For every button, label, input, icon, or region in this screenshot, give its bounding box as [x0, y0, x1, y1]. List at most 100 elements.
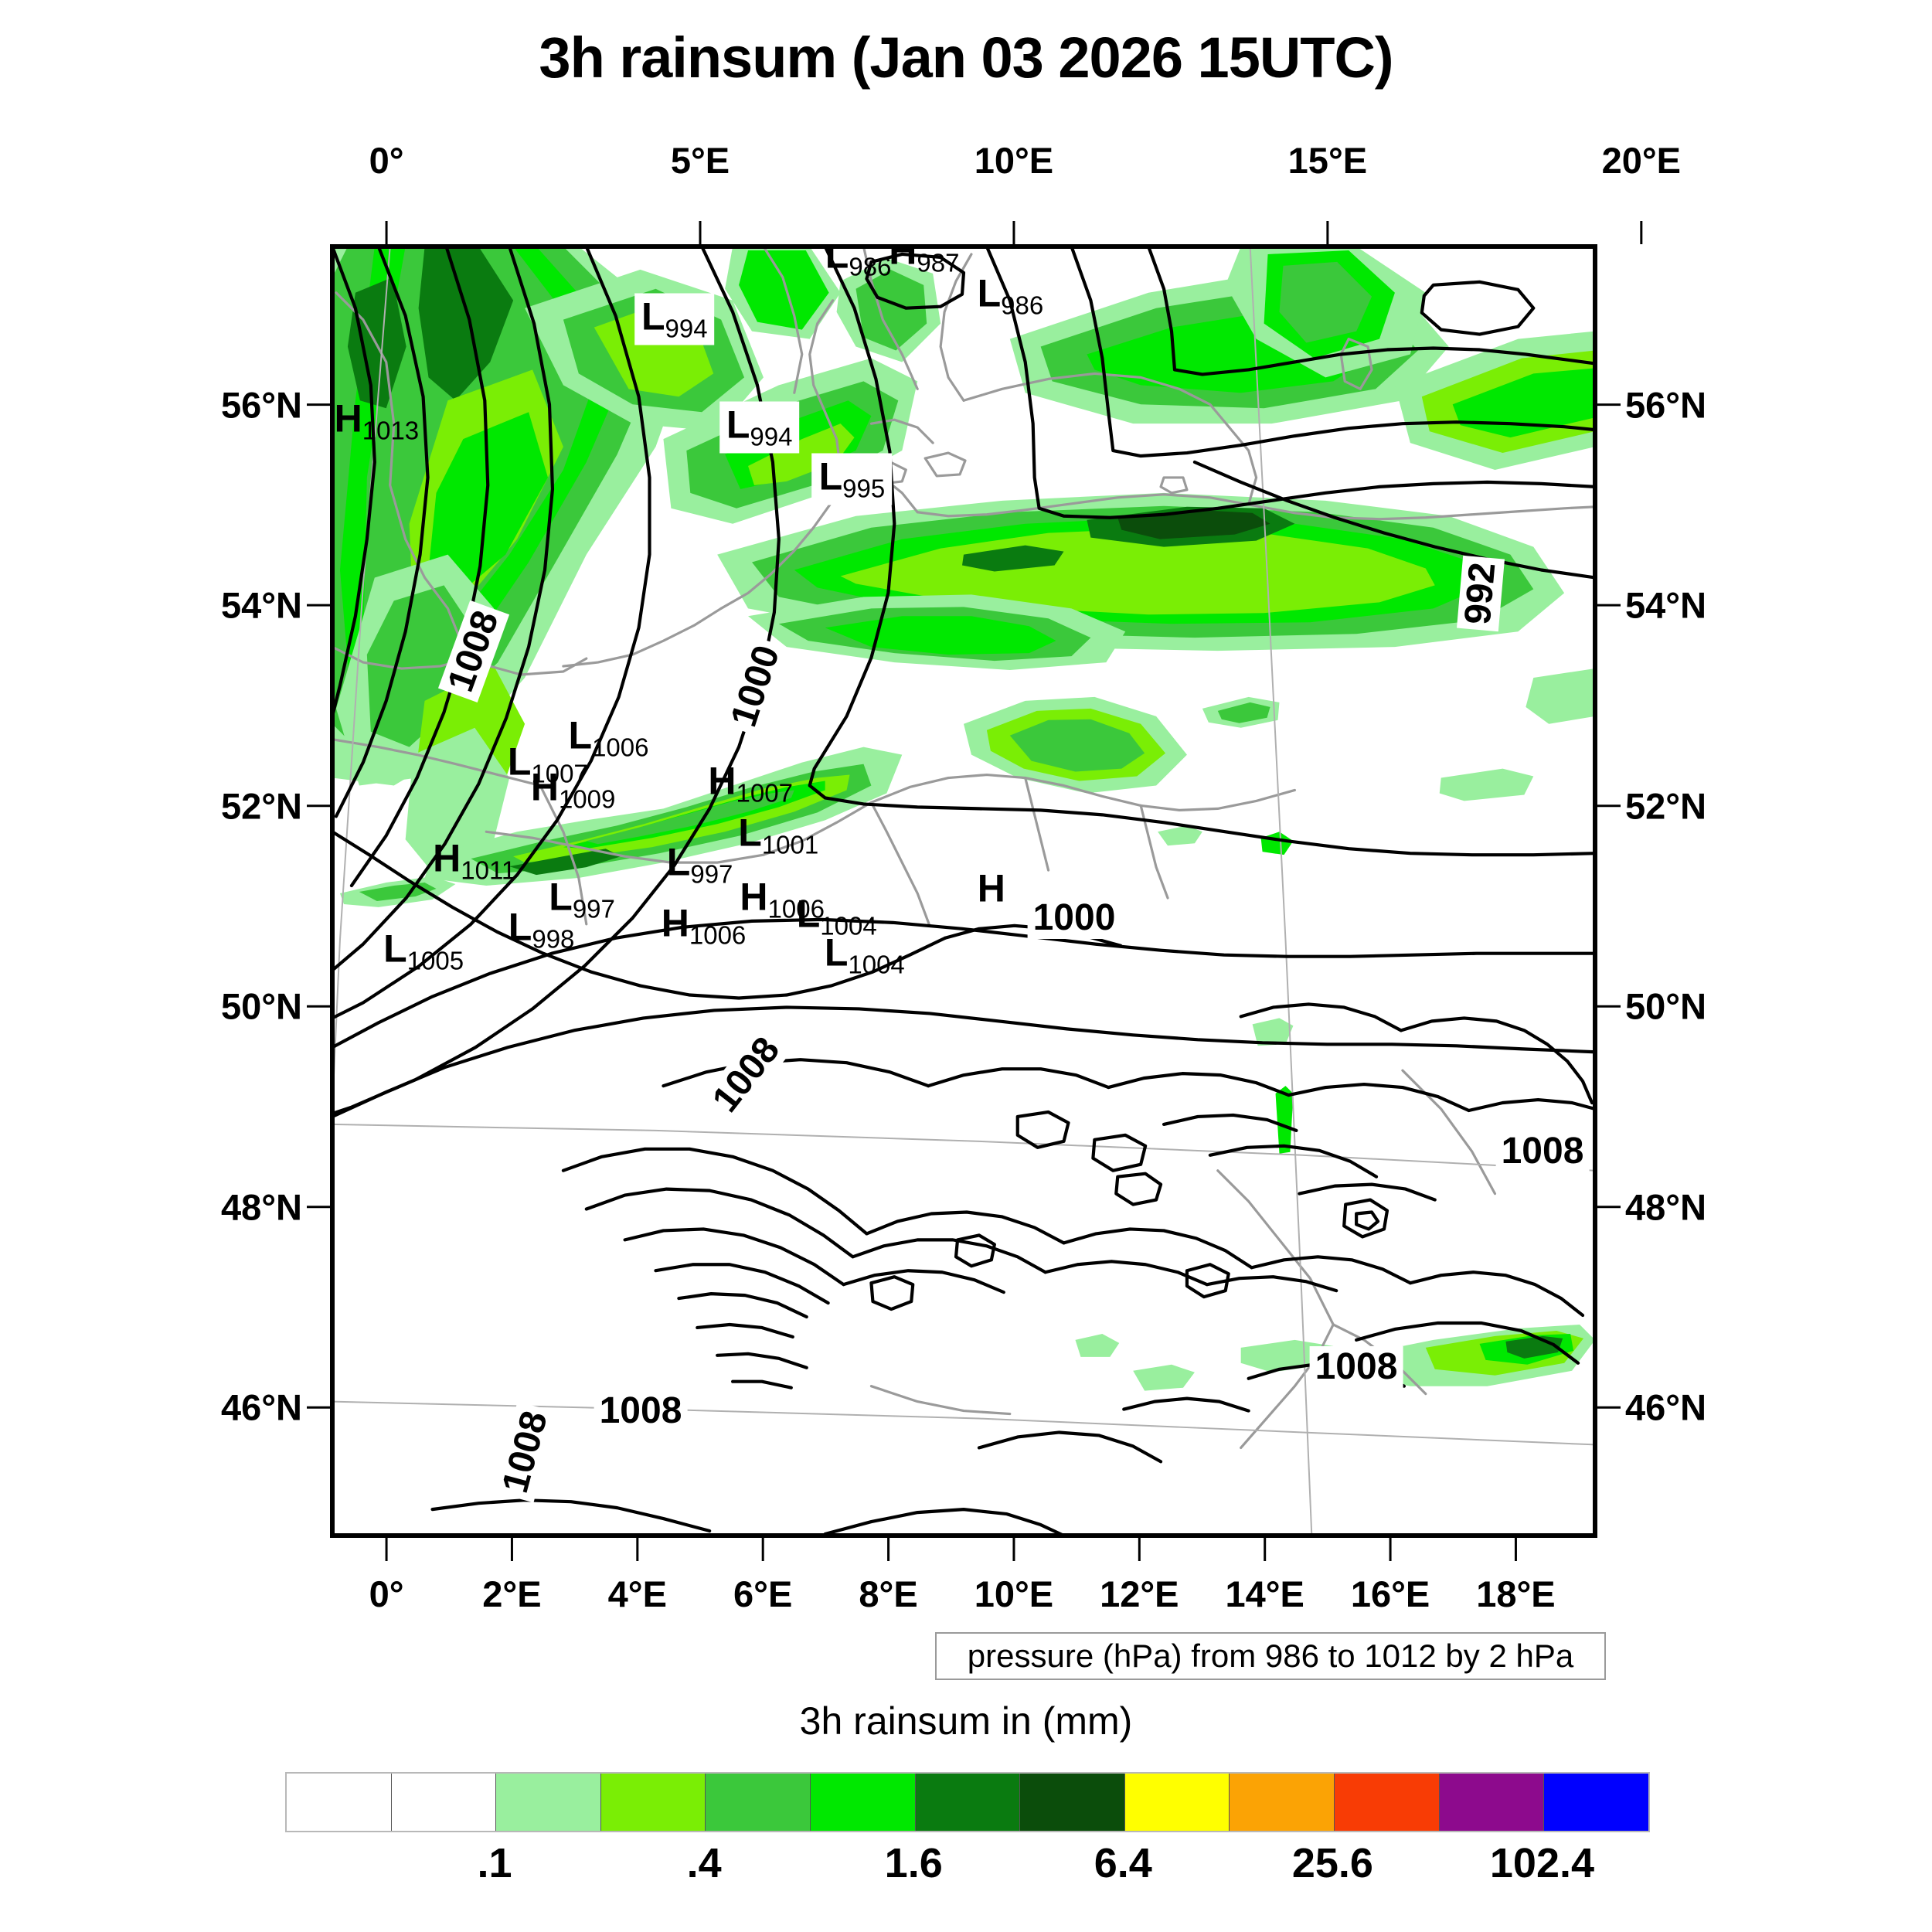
- pressure-marker-type: L: [383, 927, 407, 971]
- pressure-marker-type: H: [889, 244, 917, 273]
- pressure-marker-low-8: L1007: [508, 742, 588, 786]
- pressure-marker-value: 994: [750, 422, 793, 451]
- pressure-marker-type: L: [549, 875, 573, 919]
- axis-tick-top-1: 5°E: [670, 140, 730, 181]
- colorbar-tick-labels: .1 .4 1.6 6.4 25.6 102.4: [285, 1839, 1647, 1893]
- axis-tick-bottom-5: 10°E: [974, 1573, 1054, 1614]
- pressure-marker-type: H: [661, 901, 689, 945]
- pressure-marker-low-19: L1004: [797, 895, 877, 939]
- colorbar-cell-1: [391, 1774, 497, 1831]
- pressure-marker-value: 997: [690, 859, 733, 889]
- axis-tick-right-3: 50°N: [1625, 985, 1707, 1027]
- pressure-marker-type: H: [977, 866, 1005, 910]
- pressure-marker-high-10: H1007: [708, 761, 793, 805]
- map-plot-area: H1013 L994 L994 L995 L986 H987 L986 L1006 L1007 H…: [330, 244, 1597, 1538]
- pressure-marker-type: L: [818, 454, 843, 498]
- axis-tick-left-4: 48°N: [220, 1186, 302, 1228]
- colorbar-cell-2: [496, 1774, 601, 1831]
- axis-tick-bottom-4: 8°E: [859, 1573, 918, 1614]
- axis-tick-bottom-0: 0°: [369, 1573, 404, 1614]
- pressure-marker-value: 1004: [848, 950, 905, 979]
- pressure-marker-high-21: H: [978, 869, 1005, 913]
- pressure-marker-value: 1007: [736, 778, 793, 808]
- colorbar-label-2: 1.6: [884, 1840, 943, 1886]
- pressure-marker-value: 1006: [767, 894, 825, 923]
- axis-tick-left-2: 52°N: [220, 785, 302, 827]
- axis-tick-right-0: 56°N: [1625, 384, 1707, 426]
- coastlines-and-borders: [332, 247, 1595, 1450]
- pressure-marker-high-12: H1011: [433, 839, 515, 883]
- colorbar-title: 3h rainsum in (mm): [799, 1699, 1133, 1743]
- axis-tick-right-2: 52°N: [1625, 785, 1707, 827]
- precipitation-field: [332, 247, 1595, 1391]
- axis-tick-left-0: 56°N: [220, 384, 302, 426]
- axis-tick-top-3: 15°E: [1287, 140, 1368, 181]
- colorbar-label-0: .1: [477, 1840, 512, 1886]
- pressure-marker-type: H: [530, 765, 559, 809]
- pressure-legend-box: pressure (hPa) from 986 to 1012 by 2 hPa: [935, 1632, 1606, 1680]
- axis-tick-bottom-3: 6°E: [733, 1573, 793, 1614]
- axis-tick-bottom-2: 4°E: [607, 1573, 667, 1614]
- axis-tick-top-0: 0°: [369, 140, 404, 181]
- axis-tick-left-3: 50°N: [220, 985, 302, 1027]
- pressure-marker-type: L: [666, 840, 691, 884]
- axis-tick-bottom-6: 12°E: [1100, 1573, 1179, 1614]
- pressure-marker-value: 986: [849, 252, 892, 281]
- pressure-marker-type: L: [507, 740, 532, 784]
- pressure-marker-value: 995: [842, 474, 886, 503]
- pressure-marker-value: 1007: [531, 759, 588, 788]
- contour-label-3: 1000: [1027, 897, 1121, 939]
- colorbar-cell-0: [287, 1774, 392, 1831]
- pressure-marker-value: 997: [572, 894, 615, 923]
- pressure-marker-value: 1005: [406, 946, 464, 975]
- pressure-marker-high-0: H1013: [335, 399, 420, 443]
- pressure-marker-high-15: H1006: [740, 878, 825, 922]
- pressure-legend-text: pressure (hPa) from 986 to 1012 by 2 hPa: [967, 1638, 1574, 1674]
- axis-tick-bottom-9: 18°E: [1476, 1573, 1556, 1614]
- map-svg: [332, 247, 1595, 1536]
- pressure-marker-low-4: L986: [825, 244, 892, 281]
- colorbar-cell-5: [811, 1774, 916, 1831]
- colorbar-cell-3: [600, 1774, 706, 1831]
- colorbar-label-3: 6.4: [1094, 1840, 1152, 1886]
- pressure-marker-type: L: [738, 811, 762, 855]
- pressure-marker-low-1: L994: [634, 293, 715, 345]
- pressure-marker-type: L: [977, 271, 1002, 315]
- pressure-marker-low-18: L1005: [383, 930, 464, 974]
- pressure-marker-low-14: L997: [549, 878, 615, 922]
- colorbar-label-1: .4: [686, 1840, 722, 1886]
- pressure-marker-type: L: [726, 403, 750, 447]
- page-title: 3h rainsum (Jan 03 2026 15UTC): [539, 26, 1393, 90]
- axis-tick-top-2: 10°E: [974, 140, 1054, 181]
- axis-tick-left-1: 54°N: [220, 584, 302, 626]
- colorbar-cell-4: [706, 1774, 811, 1831]
- pressure-marker-low-20: L1004: [825, 934, 905, 978]
- pressure-marker-value: 1013: [362, 416, 420, 445]
- pressure-marker-type: L: [796, 892, 821, 936]
- pressure-marker-type: L: [568, 713, 593, 757]
- axis-tick-bottom-1: 2°E: [482, 1573, 542, 1614]
- pressure-marker-value: 1001: [761, 830, 819, 859]
- map-frame-border: [332, 247, 1595, 1536]
- pressure-marker-value: 1011: [461, 855, 516, 885]
- axis-tick-right-1: 54°N: [1625, 584, 1707, 626]
- pressure-marker-value: 986: [1001, 291, 1044, 320]
- pressure-marker-value: 1006: [689, 920, 747, 950]
- colorbar-cell-9: [1230, 1774, 1335, 1831]
- pressure-marker-type: H: [740, 875, 768, 919]
- colorbar-cell-12: [1544, 1774, 1648, 1831]
- pressure-marker-value: 1006: [592, 733, 649, 762]
- pressure-marker-high-5: H987: [889, 244, 959, 276]
- pressure-marker-high-9: H1009: [531, 768, 616, 812]
- contour-label-5: 1008: [1495, 1131, 1590, 1172]
- axis-tick-right-5: 46°N: [1625, 1386, 1707, 1428]
- pressure-marker-low-2: L994: [719, 401, 800, 454]
- contour-label-6: 1008: [1309, 1346, 1403, 1388]
- pressure-marker-low-17: L998: [509, 907, 575, 951]
- pressure-marker-high-16: H1006: [662, 903, 747, 947]
- colorbar-label-5: 102.4: [1489, 1840, 1595, 1886]
- pressure-marker-type: L: [825, 244, 849, 277]
- axis-tick-top-4: 20°E: [1601, 140, 1682, 181]
- pressure-marker-type: L: [641, 294, 665, 338]
- pressure-marker-value: 1009: [558, 784, 616, 814]
